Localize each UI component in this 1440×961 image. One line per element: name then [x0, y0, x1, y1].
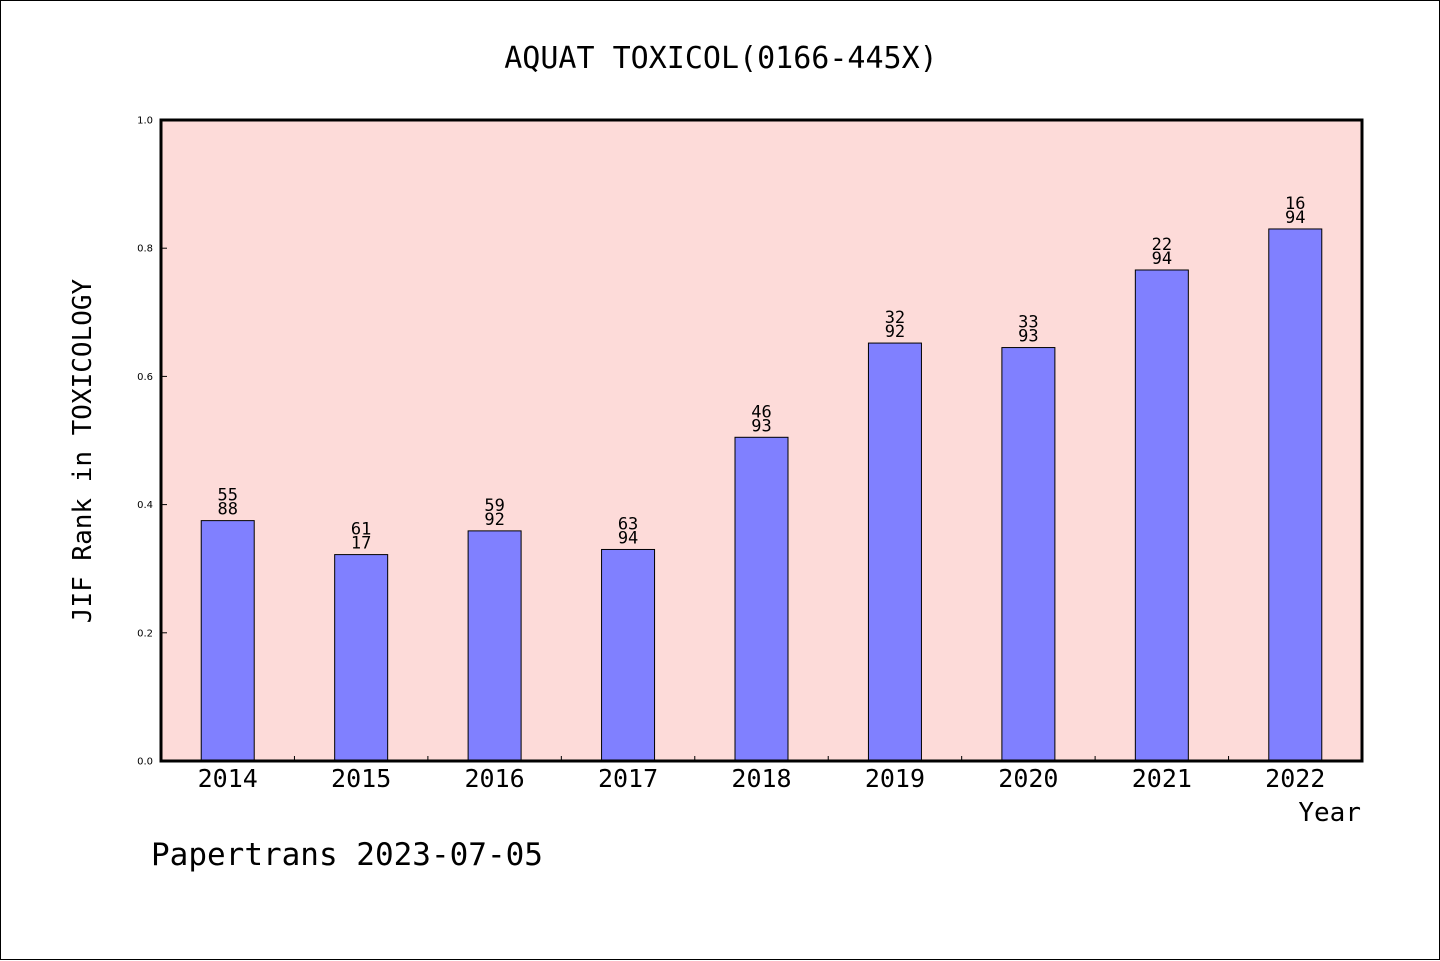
y-tick-label: 0.6 — [137, 372, 153, 383]
chart-title: AQUAT TOXICOL(0166-445X) — [504, 41, 937, 76]
y-tick-label: 0.8 — [137, 244, 153, 255]
bar-2020 — [1001, 347, 1056, 762]
bar-label-top: 33 — [1018, 313, 1038, 333]
bar-label-top: 59 — [484, 496, 504, 516]
bar-label-top: 32 — [885, 308, 905, 328]
x-tick-label: 2016 — [465, 764, 525, 793]
y-axis-label: JIF Rank in TOXICOLOGY — [68, 278, 98, 623]
bar-label-top: 22 — [1152, 235, 1172, 255]
bar-label-bottom: 92 — [484, 510, 504, 530]
x-tick-label: 2019 — [865, 764, 925, 793]
x-tick-label: 2014 — [198, 764, 258, 793]
x-tick-label: 2015 — [331, 764, 391, 793]
plot-border — [159, 118, 1364, 763]
y-tick-label: 0.0 — [137, 757, 153, 768]
bar-2014 — [200, 520, 255, 762]
bar-label-bottom: 94 — [1285, 208, 1305, 228]
bar-2019 — [867, 342, 922, 762]
bar-label-top: 61 — [351, 520, 371, 540]
bar-label-top: 16 — [1285, 194, 1305, 214]
footer-text: Papertrans 2023-07-05 — [151, 837, 543, 873]
bar-label-top: 46 — [751, 402, 771, 422]
y-tick-label: 1.0 — [137, 116, 153, 127]
bar-label-bottom: 88 — [217, 500, 237, 520]
x-tick-label: 2017 — [598, 764, 658, 793]
bar-2017 — [601, 548, 656, 762]
bars-group — [200, 228, 1323, 762]
bar-label-bottom: 94 — [618, 528, 638, 548]
bar-2015 — [334, 554, 389, 762]
x-axis-label: Year — [1298, 798, 1361, 828]
bar-2018 — [734, 436, 789, 762]
bar-label-bottom: 93 — [1018, 327, 1038, 347]
x-tick-label: 2018 — [731, 764, 791, 793]
bar-2021 — [1134, 269, 1189, 762]
x-tick-label: 2022 — [1265, 764, 1325, 793]
bar-label-bottom: 17 — [351, 534, 371, 554]
x-tick-label: 2021 — [1132, 764, 1192, 793]
bar-label-bottom: 92 — [885, 322, 905, 342]
bar-label-top: 63 — [618, 514, 638, 534]
y-tick-label: 0.4 — [137, 500, 153, 511]
x-tick-label: 2020 — [998, 764, 1058, 793]
bar-label-top: 55 — [217, 486, 237, 506]
bar-2016 — [467, 530, 522, 762]
bar-label-bottom: 94 — [1152, 249, 1172, 269]
bar-label-bottom: 93 — [751, 416, 771, 436]
x-axis: 2014 2015 2016 2017 2018 2019 2020 2021 2022 — [198, 756, 1325, 793]
y-tick-label: 0.2 — [137, 628, 153, 639]
bar-2022 — [1268, 228, 1323, 762]
